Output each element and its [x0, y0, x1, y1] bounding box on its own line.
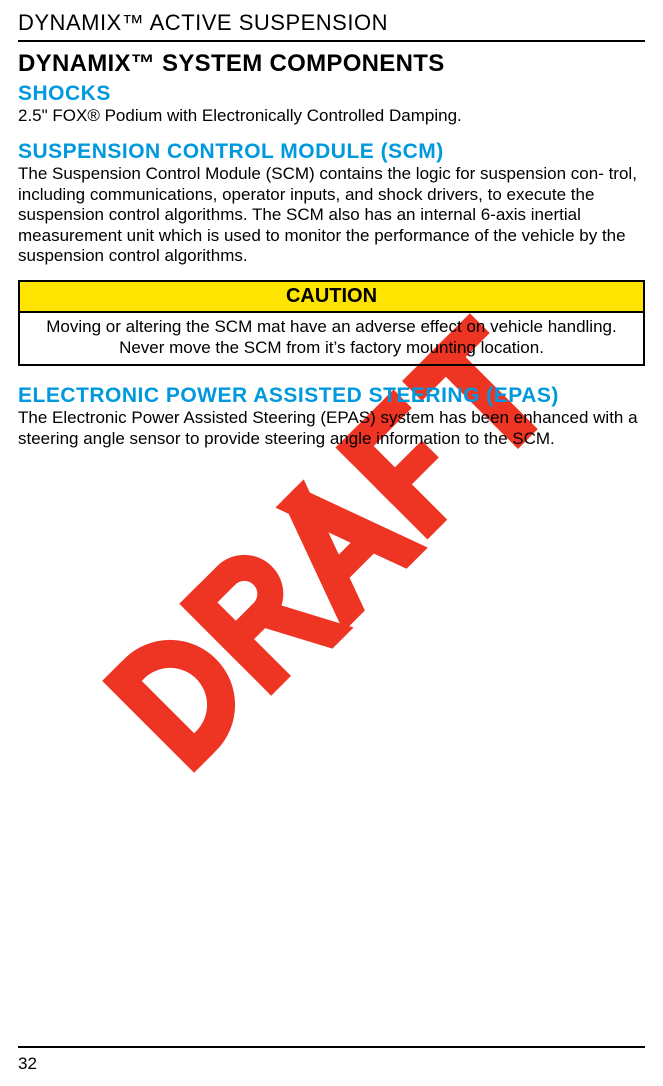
caution-box: CAUTION Moving or altering the SCM mat h…	[18, 280, 645, 366]
section-body-epas: The Electronic Power Assisted Steering (…	[18, 408, 645, 449]
caution-body: Moving or altering the SCM mat have an a…	[20, 313, 643, 364]
page-footer: 32	[18, 1046, 645, 1074]
section-body-shocks: 2.5" FOX® Podium with Electronically Con…	[18, 106, 645, 126]
section-heading-epas: ELECTRONIC POWER ASSISTED STEERING (EPAS…	[18, 384, 645, 408]
page-header: DYNAMIX™ ACTIVE SUSPENSION	[18, 10, 645, 42]
section-body-scm: The Suspension Control Module (SCM) cont…	[18, 164, 645, 266]
page-number: 32	[18, 1054, 37, 1073]
caution-label: CAUTION	[20, 282, 643, 313]
page-title: DYNAMIX™ SYSTEM COMPONENTS	[18, 50, 645, 78]
section-heading-shocks: SHOCKS	[18, 82, 645, 106]
section-heading-scm: SUSPENSION CONTROL MODULE (SCM)	[18, 140, 645, 164]
